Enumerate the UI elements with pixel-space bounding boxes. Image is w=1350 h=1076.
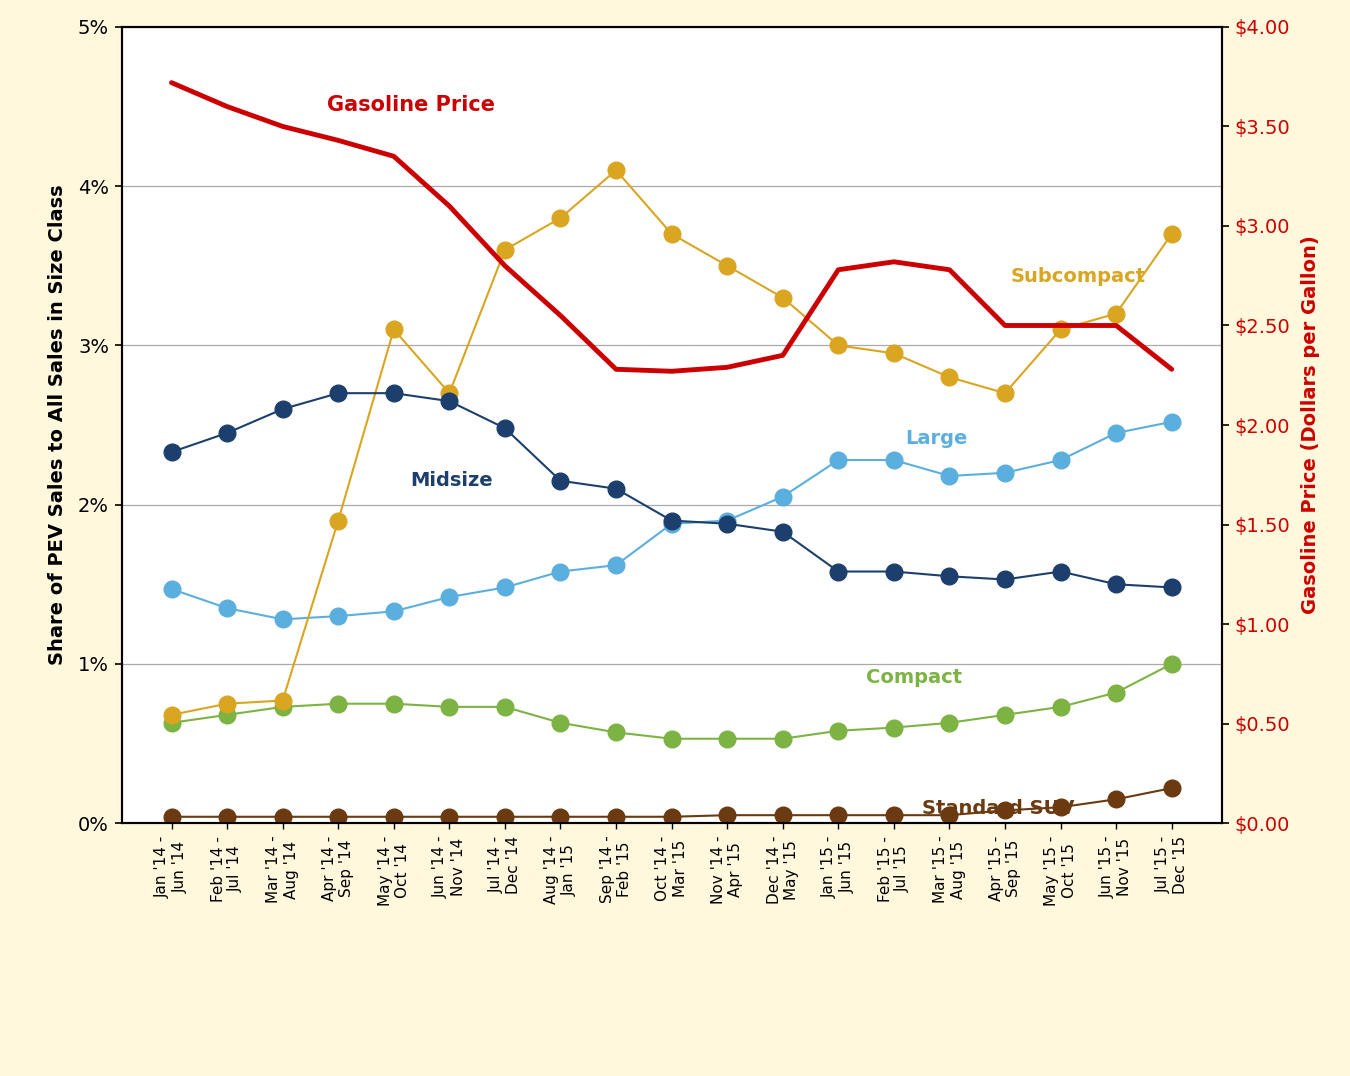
Y-axis label: Share of PEV Sales to All Sales in Size Class: Share of PEV Sales to All Sales in Size … bbox=[47, 185, 66, 665]
Text: Large: Large bbox=[904, 429, 968, 448]
Text: Compact: Compact bbox=[867, 668, 963, 686]
Text: Midsize: Midsize bbox=[410, 470, 493, 490]
Text: Gasoline Price: Gasoline Price bbox=[327, 95, 495, 114]
Text: Standard SUV: Standard SUV bbox=[922, 798, 1075, 818]
Y-axis label: Gasoline Price (Dollars per Gallon): Gasoline Price (Dollars per Gallon) bbox=[1301, 236, 1320, 614]
Text: Subcompact: Subcompact bbox=[1011, 267, 1146, 286]
